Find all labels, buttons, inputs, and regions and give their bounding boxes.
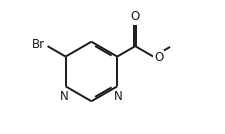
Text: O: O: [130, 10, 139, 23]
Text: N: N: [114, 90, 123, 103]
Text: Br: Br: [31, 38, 44, 51]
Text: N: N: [59, 90, 68, 103]
Text: O: O: [153, 51, 163, 64]
